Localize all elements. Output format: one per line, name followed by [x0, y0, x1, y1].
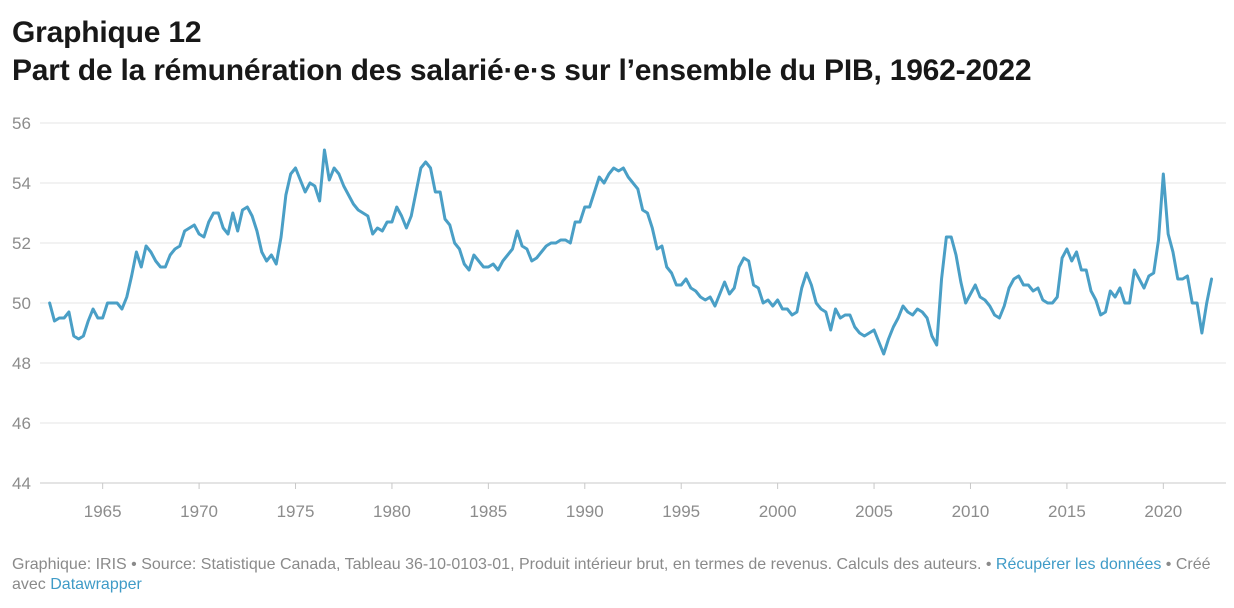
get-data-link[interactable]: Récupérer les données	[995, 556, 1162, 573]
y-tick-label: 50	[12, 294, 31, 313]
y-tick-label: 44	[12, 474, 31, 493]
series-line	[48, 148, 1214, 356]
x-axis-ticks: 1965 1970 1975 1980 1985 1990 1995 2000 2005 2010…	[84, 483, 1182, 521]
x-tick-label: 2000	[759, 502, 797, 521]
x-tick-label: 1995	[662, 502, 700, 521]
gridlines	[40, 122, 1226, 484]
y-axis-ticks: 44 46 48 50 52 54 56	[12, 114, 31, 493]
x-tick-label: 1975	[277, 502, 315, 521]
series-group	[48, 148, 1214, 356]
footer-source: Graphique: IRIS • Source: Statistique Ca…	[12, 556, 996, 573]
x-tick-label: 1970	[180, 502, 218, 521]
footer-created-with: • Créé avec	[12, 556, 1211, 593]
chart-footer: Graphique: IRIS • Source: Statistique Ca…	[12, 555, 1212, 595]
y-tick-label: 52	[12, 234, 31, 253]
x-tick-label: 1980	[373, 502, 411, 521]
x-tick-label: 1985	[469, 502, 507, 521]
y-tick-label: 54	[12, 174, 31, 193]
y-tick-label: 46	[12, 414, 31, 433]
datawrapper-link[interactable]: Datawrapper	[50, 576, 142, 593]
x-tick-label: 1965	[84, 502, 122, 521]
x-tick-label: 2005	[855, 502, 893, 521]
chart-number: Graphique 12	[12, 16, 202, 49]
y-tick-label: 48	[12, 354, 31, 373]
chart-header: Graphique 12 Part de la rémunération des…	[12, 14, 1032, 90]
chart-title: Part de la rémunération des salarié·e·s …	[12, 54, 1032, 87]
x-tick-label: 2020	[1144, 502, 1182, 521]
x-tick-label: 1990	[566, 502, 604, 521]
y-tick-label: 56	[12, 114, 31, 133]
x-tick-label: 2010	[952, 502, 990, 521]
x-tick-label: 2015	[1048, 502, 1086, 521]
